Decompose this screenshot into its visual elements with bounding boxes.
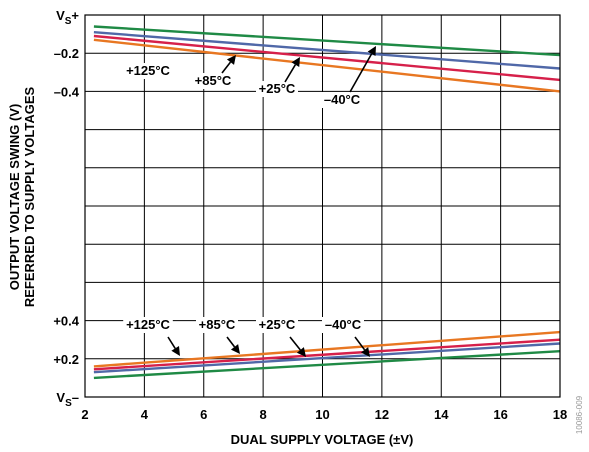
x-tick-label: 10 — [315, 407, 329, 422]
annotation-arrowhead — [367, 46, 376, 57]
annotation-background — [322, 317, 364, 333]
annotation-label: +125°C — [126, 63, 170, 78]
annotation-arrowhead — [230, 344, 240, 354]
annotation-background — [196, 317, 238, 333]
annotation-arrowhead — [171, 345, 180, 356]
y-axis-label-line2: REFERRED TO SUPPLY VOLTAGES — [22, 87, 37, 308]
annotation-arrowhead — [291, 57, 300, 68]
y-tick-label: VS+ — [56, 8, 79, 27]
annotation-arrow — [167, 336, 176, 349]
annotation-label: +85°C — [199, 317, 236, 332]
annotation-label: –40°C — [325, 317, 362, 332]
annotation-arrow — [349, 53, 373, 93]
annotation-upper: +25°C — [256, 57, 300, 97]
x-tick-label: 2 — [81, 407, 88, 422]
annotation-background — [123, 317, 173, 333]
annotation-label: +125°C — [126, 317, 170, 332]
figure-code: 10086-009 — [575, 395, 584, 434]
y-tick-labels: VS+ –0.2 –0.4 +0.4 +0.2 VS– — [53, 8, 79, 409]
annotation-arrowhead — [226, 55, 236, 65]
annotation-label: +25°C — [259, 317, 296, 332]
series-lines — [93, 25, 561, 380]
series-line-lower — [93, 350, 561, 380]
x-tick-label: 4 — [141, 407, 149, 422]
x-tick-label: 6 — [200, 407, 207, 422]
annotation-background — [256, 81, 298, 97]
series-line-lower — [93, 342, 561, 374]
series-line-upper — [93, 25, 561, 57]
x-tick-label: 8 — [260, 407, 267, 422]
x-tick-label: 14 — [434, 407, 449, 422]
annotation-lower: +85°C — [196, 317, 240, 354]
series-line-upper — [93, 38, 561, 93]
annotation-label: +85°C — [195, 73, 232, 88]
x-tick-label: 12 — [375, 407, 389, 422]
series-line-upper — [93, 34, 561, 82]
annotation-label: –40°C — [324, 92, 361, 107]
series-line-lower — [93, 338, 561, 371]
x-tick-label: 18 — [553, 407, 567, 422]
annotation-arrowhead — [296, 347, 306, 357]
y-tick-label: –0.2 — [54, 46, 79, 61]
annotation-lower: +25°C — [256, 317, 306, 357]
series-line-upper — [93, 31, 561, 70]
y-tick-label: VS– — [56, 390, 79, 409]
y-axis-label-line1: OUTPUT VOLTAGE SWING (V) — [7, 104, 22, 291]
x-tick-labels: 2 4 6 8 10 12 14 16 18 — [81, 407, 567, 422]
annotation-arrowhead — [361, 347, 370, 357]
y-tick-label: –0.4 — [54, 84, 80, 99]
annotation-arrow — [354, 336, 366, 351]
annotation-upper: +85°C — [192, 55, 236, 89]
annotation-arrow — [289, 336, 302, 351]
y-tick-label: +0.4 — [53, 314, 79, 329]
annotation-background — [123, 63, 173, 79]
temperature-annotations: +125°C +85°C +25°C –40°C +125°C +85°C +25°C –40… — [123, 46, 376, 357]
annotation-background — [321, 92, 363, 108]
y-tick-label: +0.2 — [53, 352, 79, 367]
annotation-background — [192, 73, 234, 89]
annotation-upper: –40°C — [321, 46, 376, 108]
annotation-background — [256, 317, 298, 333]
annotation-arrow — [284, 64, 297, 83]
annotation-lower: +125°C — [123, 317, 180, 356]
annotation-arrow — [221, 61, 232, 74]
plot-frame — [84, 14, 561, 398]
series-line-lower — [93, 330, 561, 368]
annotation-arrow — [226, 336, 236, 348]
annotation-lower: –40°C — [322, 317, 370, 357]
x-tick-label: 16 — [493, 407, 507, 422]
annotation-upper: +125°C — [123, 63, 173, 79]
annotation-label: +25°C — [259, 81, 296, 96]
x-axis-label: DUAL SUPPLY VOLTAGE (±V) — [231, 432, 414, 447]
